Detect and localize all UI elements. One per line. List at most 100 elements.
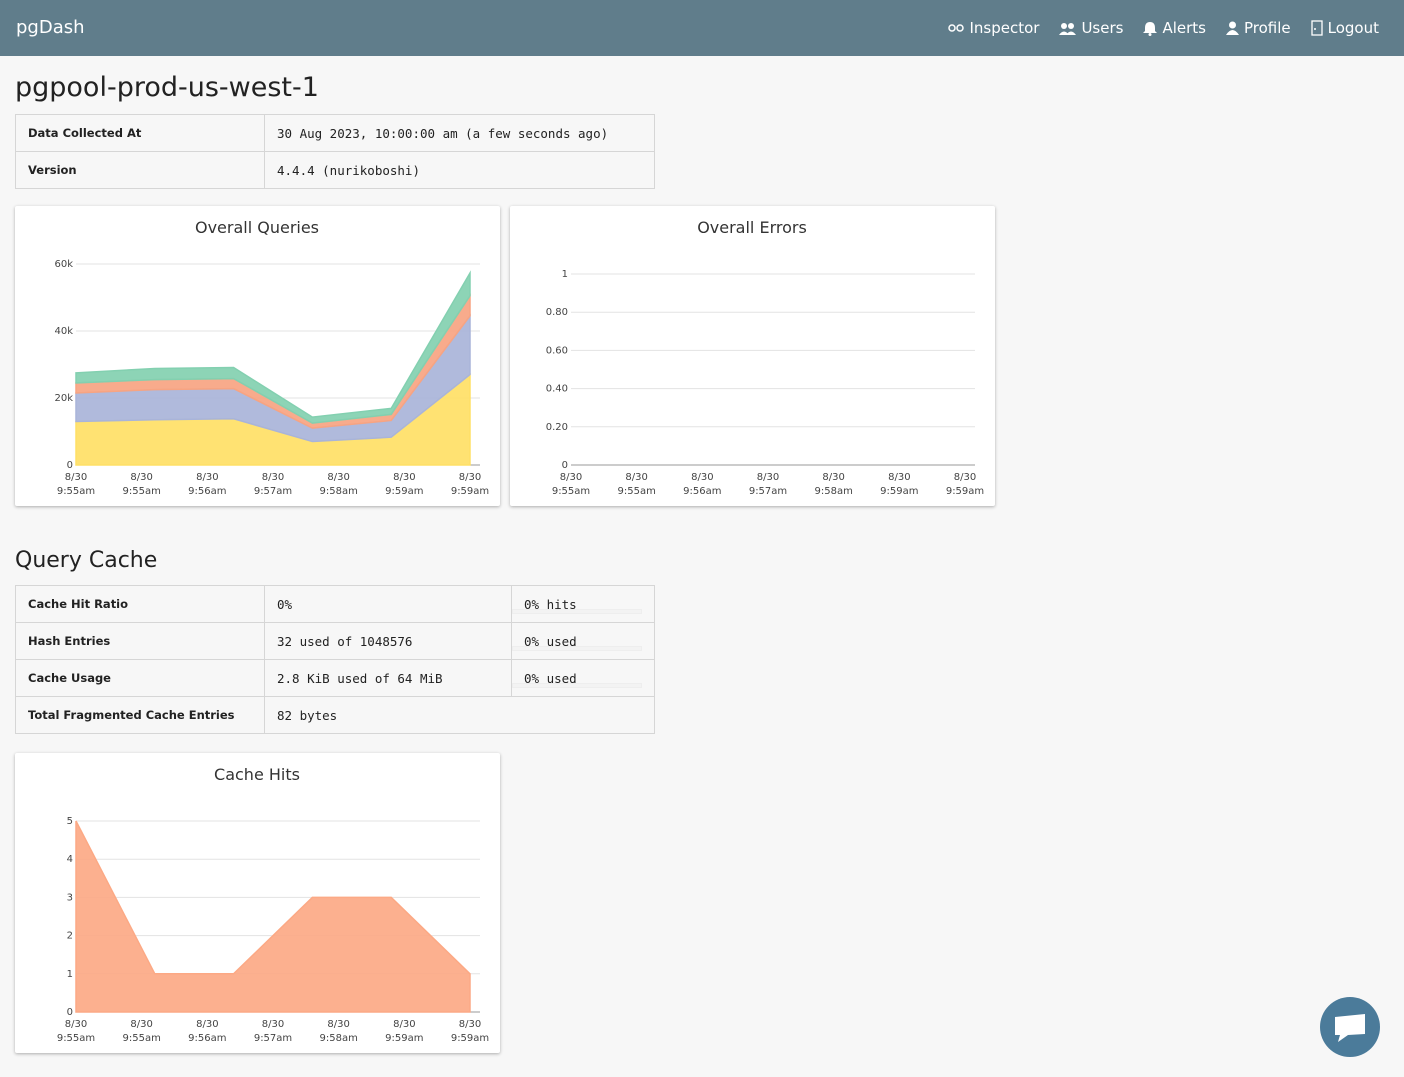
y-tick-label: 1 <box>67 969 73 980</box>
cell: 30 Aug 2023, 10:00:00 am (a few seconds … <box>264 114 655 152</box>
nav-item[interactable]: Inspector <box>948 19 1039 37</box>
icon <box>1310 20 1323 36</box>
top-bar: pgDash Inspector Users Alerts Profile Lo… <box>0 0 1404 56</box>
x-tick-label: 8/30 <box>560 472 582 483</box>
x-tick-label: 9:58am <box>320 486 358 497</box>
progress-bar <box>512 683 642 688</box>
icon <box>1143 21 1158 36</box>
x-tick-label: 9:55am <box>123 486 161 497</box>
chat-button[interactable] <box>1320 997 1380 1057</box>
cell: 0% hits <box>511 585 655 623</box>
nav-label: Logout <box>1327 19 1379 37</box>
row: Total Fragmented Cache Entries 82 bytes <box>15 696 655 734</box>
icon <box>948 24 965 32</box>
cache-table: Cache Hit Ratio 0% 0% hits Hash Entries 32 … <box>15 585 655 734</box>
nav-label: Users <box>1081 19 1124 37</box>
x-tick-label: 8/30 <box>459 1019 481 1030</box>
info-table: Data Collected At 30 Aug 2023, 10:00:00 a… <box>15 114 655 189</box>
x-tick-label: 9:57am <box>254 1033 292 1044</box>
cell: 2.8 KiB used of 64 MiB <box>264 659 512 697</box>
cell-text: 0% used <box>524 670 577 686</box>
x-tick-label: 9:55am <box>618 486 656 497</box>
y-tick-label: 0.80 <box>546 307 568 318</box>
y-tick-label: 0 <box>67 1007 73 1018</box>
x-tick-label: 9:56am <box>188 486 226 497</box>
x-tick-label: 8/30 <box>691 472 713 483</box>
progress-bar <box>512 609 642 614</box>
x-tick-label: 8/30 <box>65 1019 87 1030</box>
x-tick-label: 9:55am <box>123 1033 161 1044</box>
icon <box>1335 1014 1365 1042</box>
cell-text: 0% used <box>524 633 577 649</box>
x-tick-label: 8/30 <box>130 1019 152 1030</box>
cell: Hash Entries <box>15 622 265 660</box>
x-tick-label: 9:59am <box>385 486 423 497</box>
y-tick-label: 60k <box>54 259 73 270</box>
y-tick-label: 0.60 <box>546 345 568 356</box>
x-tick-label: 8/30 <box>954 472 976 483</box>
x-tick-label: 8/30 <box>822 472 844 483</box>
chart-title: Cache Hits <box>214 765 300 784</box>
x-tick-label: 9:57am <box>749 486 787 497</box>
nav-label: Alerts <box>1162 19 1206 37</box>
x-tick-label: 9:59am <box>451 1033 489 1044</box>
cell-text: 0% hits <box>524 596 577 612</box>
x-tick-label: 8/30 <box>262 472 284 483</box>
nav-label: Inspector <box>969 19 1040 37</box>
chart: Overall Queries 0 20k 40k 60k 8/30 9:55am 8/30 9… <box>54 218 489 497</box>
y-tick-label: 0 <box>562 460 568 471</box>
chart-card: Overall Queries 0 20k 40k 60k 8/30 9:55am 8/30 9… <box>15 206 500 506</box>
chart: Cache Hits 0 1 2 3 4 5 8/30 9:55am 8/30 9:55am 8/30… <box>57 765 489 1044</box>
chart-title: Overall Queries <box>195 218 319 237</box>
x-tick-label: 9:55am <box>552 486 590 497</box>
y-tick-label: 0.20 <box>546 422 568 433</box>
nav-item[interactable]: Logout <box>1310 19 1379 37</box>
y-tick-label: 1 <box>562 269 568 280</box>
area <box>75 270 471 424</box>
x-tick-label: 8/30 <box>888 472 910 483</box>
x-tick-label: 8/30 <box>393 472 415 483</box>
section-title: Query Cache <box>15 548 158 573</box>
x-tick-label: 9:59am <box>385 1033 423 1044</box>
x-tick-label: 8/30 <box>625 472 647 483</box>
row: Cache Hit Ratio 0% 0% hits <box>15 585 655 623</box>
x-tick-label: 9:59am <box>946 486 984 497</box>
nav-item[interactable]: Users <box>1059 19 1123 37</box>
cell: Cache Usage <box>15 659 265 697</box>
x-tick-label: 9:59am <box>451 486 489 497</box>
x-tick-label: 9:56am <box>683 486 721 497</box>
cell: 0% used <box>511 622 655 660</box>
cell: 4.4.4 (nurikoboshi) <box>264 151 655 189</box>
y-tick-label: 3 <box>67 892 73 903</box>
x-tick-label: 9:58am <box>815 486 853 497</box>
y-tick-label: 4 <box>67 854 73 865</box>
x-tick-label: 8/30 <box>262 1019 284 1030</box>
brand[interactable]: pgDash <box>16 17 85 38</box>
cell: 0% <box>264 585 512 623</box>
x-tick-label: 9:56am <box>188 1033 226 1044</box>
row: Version 4.4.4 (nurikoboshi) <box>15 151 655 189</box>
x-tick-label: 8/30 <box>327 472 349 483</box>
nav-item[interactable]: Alerts <box>1143 19 1206 37</box>
nav-item[interactable]: Profile <box>1226 19 1291 37</box>
y-tick-label: 0.40 <box>546 384 568 395</box>
cell: Total Fragmented Cache Entries <box>15 696 265 734</box>
nav: Inspector Users Alerts Profile Logout <box>948 0 1379 56</box>
cell: Data Collected At <box>15 114 265 152</box>
cell: Cache Hit Ratio <box>15 585 265 623</box>
x-tick-label: 8/30 <box>393 1019 415 1030</box>
x-tick-label: 8/30 <box>327 1019 349 1030</box>
cell: 32 used of 1048576 <box>264 622 512 660</box>
x-tick-label: 9:55am <box>57 486 95 497</box>
x-tick-label: 9:59am <box>880 486 918 497</box>
nav-label: Profile <box>1244 19 1291 37</box>
y-tick-label: 5 <box>67 816 73 827</box>
icon <box>1059 22 1077 35</box>
y-tick-label: 2 <box>67 931 73 942</box>
y-tick-label: 20k <box>54 393 73 404</box>
area <box>75 820 471 1013</box>
y-tick-label: 0 <box>67 460 73 471</box>
row: Data Collected At 30 Aug 2023, 10:00:00 a… <box>15 114 655 152</box>
row: Cache Usage 2.8 KiB used of 64 MiB 0% used <box>15 659 655 697</box>
